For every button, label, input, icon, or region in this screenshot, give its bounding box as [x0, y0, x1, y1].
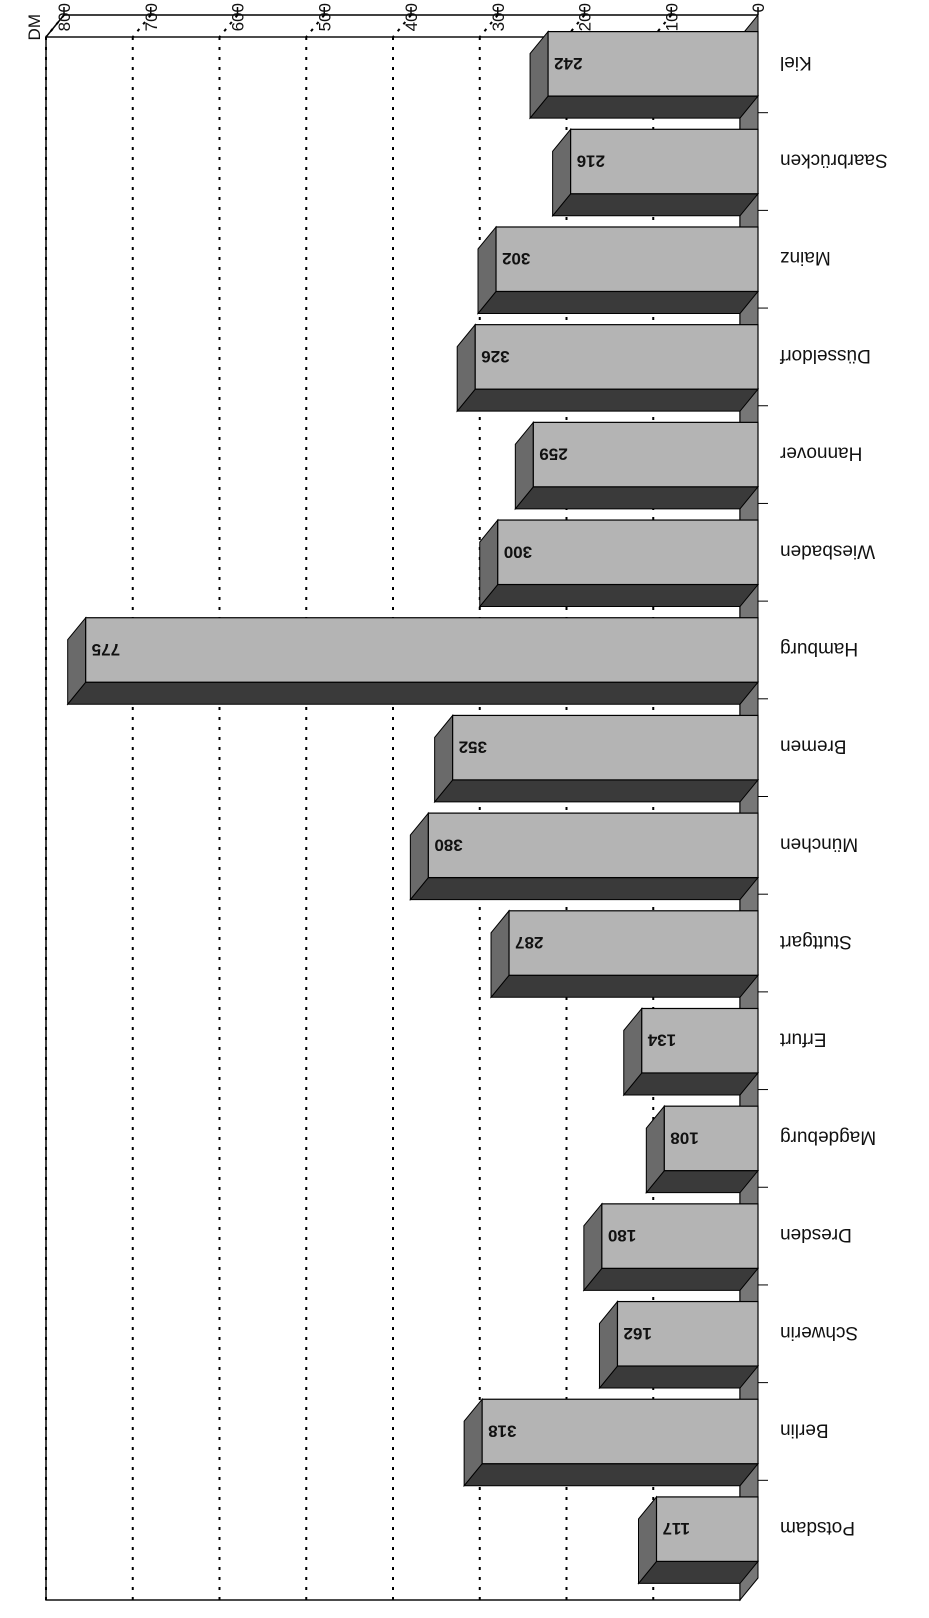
category-label: Kiel — [780, 52, 812, 73]
bar-potsdam: 117 — [637, 1495, 760, 1585]
tick-label: 400 — [402, 3, 421, 31]
bar-value-label: 318 — [488, 1421, 516, 1440]
category-labels: Potsdam Berlin Schwerin Dresden Magdeburg Erf… — [779, 52, 887, 1538]
tick-labels: 0 100 200 300 400 500 600 700 800 — [55, 3, 768, 31]
bar-top-face — [433, 779, 760, 803]
category-label: Potsdam — [780, 1517, 855, 1538]
tick-label: 500 — [315, 3, 334, 31]
bar-top-face — [622, 1072, 760, 1096]
bar-top-face — [489, 974, 760, 998]
bar-front-face — [547, 31, 759, 97]
bar-value-label: 287 — [515, 933, 543, 952]
bar-value-label: 326 — [481, 347, 509, 366]
bar-value-label: 117 — [663, 1519, 690, 1538]
tick-label: 200 — [576, 3, 595, 31]
bar-münchen: 380 — [409, 811, 760, 901]
bar-value-label: 108 — [670, 1128, 698, 1147]
bar-top-face — [514, 486, 760, 510]
category-label: Erfurt — [779, 1029, 826, 1050]
bar-dresden: 180 — [582, 1202, 760, 1292]
bar-front-face — [495, 226, 759, 293]
category-label: Hannover — [779, 443, 862, 464]
bar-mainz: 302 — [476, 225, 760, 315]
category-label: Magdeburg — [780, 1126, 876, 1147]
bar-front-face — [497, 519, 759, 586]
bar-erfurt: 134 — [622, 1007, 760, 1097]
category-label: Berlin — [780, 1419, 829, 1440]
category-label: Wiesbaden — [780, 540, 875, 561]
bar-front-face — [474, 324, 759, 390]
category-label: Düsseldorf — [779, 345, 871, 366]
bar-value-label: 242 — [554, 54, 582, 73]
bar-front-face — [641, 1007, 759, 1074]
bar-front-face — [532, 421, 759, 488]
category-label: Bremen — [780, 736, 847, 757]
bar-saarbrücken: 216 — [551, 127, 760, 218]
bar-front-face — [570, 128, 759, 195]
bar-top-face — [66, 681, 760, 705]
bar-front-face — [655, 1496, 759, 1562]
category-label: Mainz — [780, 247, 831, 268]
bar-bremen: 352 — [433, 714, 760, 804]
bar-value-label: 300 — [504, 542, 532, 561]
bar-front-face — [85, 617, 759, 683]
tick-label: 800 — [55, 3, 74, 31]
bar-value-label: 302 — [502, 249, 530, 268]
category-label: Schwerin — [780, 1322, 858, 1343]
value-axis — [45, 7, 768, 1481]
bar-top-face — [463, 1463, 760, 1487]
bar-value-label: 352 — [459, 738, 487, 757]
bars: 117 318 162 180 108 134 287 380 352 775 300 259 326 3… — [66, 30, 760, 1585]
bar-stuttgart: 287 — [489, 909, 760, 999]
bar-wiesbaden: 300 — [478, 518, 760, 608]
category-label: Saarbrücken — [780, 150, 888, 171]
tick-label: 600 — [229, 3, 248, 31]
bar-front-face — [616, 1300, 759, 1367]
bar-value-label: 180 — [608, 1226, 636, 1245]
bar-top-face — [582, 1267, 760, 1291]
bar-front-face — [508, 910, 759, 976]
bar-value-label: 380 — [434, 835, 462, 854]
bar-top-face — [645, 1170, 760, 1194]
bar-value-label: 134 — [647, 1031, 676, 1050]
axis-corner — [45, 14, 65, 38]
tick-label: 300 — [489, 3, 508, 31]
category-label: Hamburg — [780, 638, 858, 659]
bar-kiel: 242 — [529, 30, 760, 120]
bar-schwerin: 162 — [598, 1300, 760, 1390]
bar-value-label: 775 — [92, 640, 120, 659]
bar-berlin: 318 — [463, 1397, 760, 1488]
bar-front-face — [452, 714, 759, 781]
tick-label: 100 — [662, 3, 681, 31]
bar-top-face — [476, 290, 760, 314]
bar-top-face — [478, 584, 760, 608]
tick-label: 0 — [749, 3, 768, 12]
bar-front-face — [427, 812, 759, 879]
bar-front-face — [481, 1398, 759, 1465]
category-label: Dresden — [780, 1224, 852, 1245]
bar-magdeburg: 108 — [645, 1104, 760, 1195]
category-label: München — [780, 833, 858, 854]
bar-front-face — [663, 1105, 759, 1172]
tick-label: 700 — [142, 3, 161, 31]
bar-top-face — [456, 388, 760, 412]
bar-front-face — [601, 1203, 759, 1269]
category-label: Stuttgart — [779, 931, 852, 952]
bar-top-face — [551, 193, 760, 217]
bar-value-label: 216 — [577, 152, 605, 171]
bar-value-label: 259 — [539, 445, 567, 464]
bar-top-face — [529, 95, 760, 119]
unit-label: DM — [25, 14, 44, 40]
bar-top-face — [637, 1560, 760, 1584]
bar-düsseldorf: 326 — [456, 323, 760, 413]
bar-value-label: 162 — [623, 1324, 651, 1343]
bar-hannover: 259 — [514, 420, 760, 511]
bar-top-face — [598, 1365, 760, 1389]
bar-top-face — [409, 877, 760, 901]
bar-hamburg: 775 — [66, 616, 760, 706]
